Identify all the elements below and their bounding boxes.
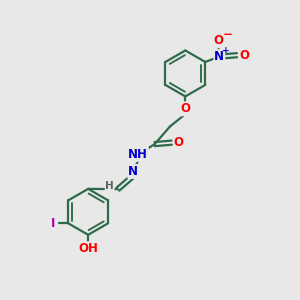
Text: O: O [180, 102, 190, 115]
Text: O: O [174, 136, 184, 149]
Text: −: − [222, 28, 232, 41]
Text: H: H [105, 181, 114, 190]
Text: O: O [239, 49, 249, 62]
Text: NH: NH [128, 148, 148, 161]
Text: O: O [213, 34, 223, 47]
Text: I: I [51, 217, 56, 230]
Text: N: N [214, 50, 224, 63]
Text: N: N [128, 165, 138, 178]
Text: +: + [222, 46, 230, 55]
Text: OH: OH [78, 242, 98, 255]
